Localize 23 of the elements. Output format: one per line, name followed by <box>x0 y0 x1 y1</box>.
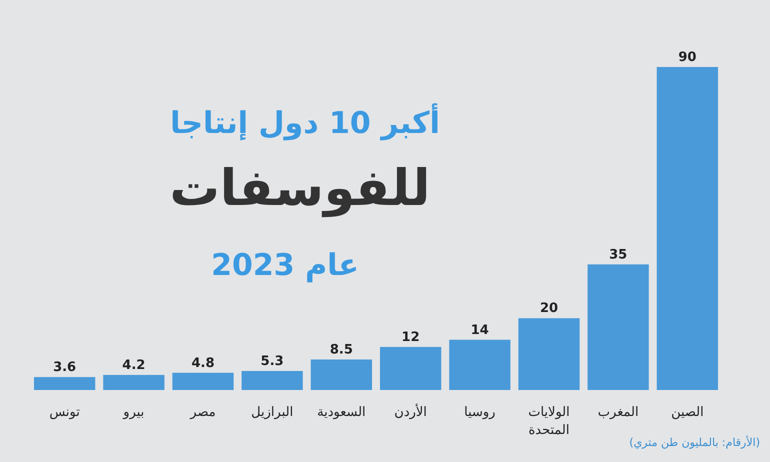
data-label: 8.5 <box>330 342 353 358</box>
data-label: 35 <box>609 247 628 262</box>
text: عام 2023 <box>211 248 359 283</box>
x-tick-label: روسيا <box>464 405 496 420</box>
data-label: 4.2 <box>122 358 146 373</box>
x-tick-label: السعودية <box>317 405 366 420</box>
data-label: 12 <box>402 330 420 345</box>
x-tick-label: الصين <box>671 405 704 420</box>
data-label: 3.6 <box>53 360 76 376</box>
x-tick-label: البرازيل <box>251 405 294 420</box>
data-label: 14 <box>470 322 489 338</box>
x-tick-label: المغرب <box>598 405 639 420</box>
x-tick-label: الأردن <box>394 403 427 420</box>
x-tick-label: الولايات المتحدة <box>528 405 570 438</box>
x-tick-label: تونس <box>49 405 80 420</box>
data-label: 4.8 <box>191 356 215 371</box>
text: (الأرقام: بالمليون طن متري) <box>629 435 760 449</box>
x-tick-label: مصر <box>189 405 216 420</box>
data-label: 90 <box>678 50 696 65</box>
text: أكبر 10 دول إنتاجا للفوسفات <box>170 103 440 218</box>
x-tick-label: بيرو <box>122 405 144 420</box>
data-label: 20 <box>540 301 558 316</box>
data-label: 5.3 <box>260 354 284 369</box>
